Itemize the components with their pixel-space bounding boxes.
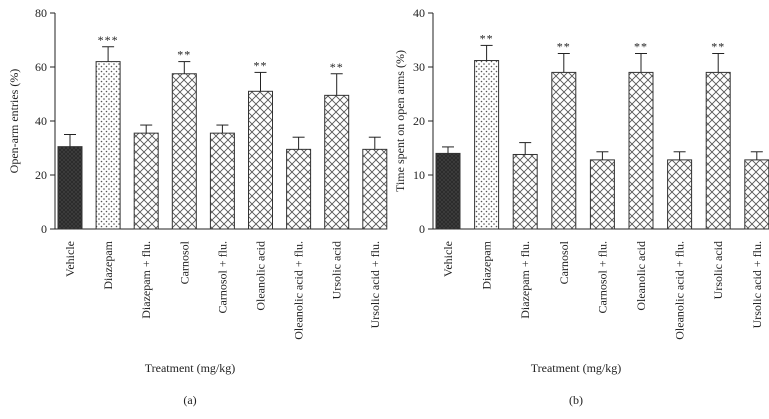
y-tick-label: 10 <box>413 168 425 182</box>
category-label: Ursolic acid <box>711 241 725 299</box>
category-label: Vehicle <box>63 241 77 277</box>
category-label: Ursolic acid <box>330 241 344 299</box>
y-tick-label: 0 <box>41 222 47 236</box>
bar <box>744 159 769 230</box>
bar <box>435 152 461 230</box>
x-axis-title: Treatment (mg/kg) <box>531 361 622 375</box>
bar <box>286 148 312 230</box>
category-label: Oleanolic acid <box>254 241 268 311</box>
category-label: Diazepam + flu. <box>139 241 153 319</box>
significance-label: ** <box>177 48 191 62</box>
category-label: Oleanolic acid + flu. <box>292 241 306 340</box>
y-tick-label: 40 <box>35 114 47 128</box>
bar <box>628 71 654 230</box>
panel-caption: (b) <box>569 393 583 407</box>
significance-label: ** <box>557 40 571 54</box>
category-label: Carnosol + flu. <box>215 241 229 313</box>
panel-caption: (a) <box>183 393 196 407</box>
bar <box>551 71 577 230</box>
bar <box>512 153 538 230</box>
bar <box>589 159 615 230</box>
category-label: Diazepam <box>101 240 115 289</box>
category-label: Carnosol <box>177 240 191 284</box>
x-axis-title: Treatment (mg/kg) <box>145 361 236 375</box>
y-axis-title: Time spent on open arms (%) <box>393 50 407 192</box>
significance-label: ** <box>480 31 494 45</box>
y-tick-label: 60 <box>35 60 47 74</box>
bar <box>133 132 159 230</box>
bar <box>324 94 350 230</box>
bar <box>667 159 693 230</box>
category-label: Vehicle <box>441 241 455 277</box>
bar <box>57 146 83 230</box>
category-label: Ursolic acid + flu. <box>368 241 382 328</box>
category-label: Carnosol + flu. <box>595 241 609 313</box>
y-axis-title: Open-arm entries (%) <box>7 69 21 174</box>
category-label: Oleanolic acid <box>634 241 648 311</box>
significance-label: ** <box>711 40 725 54</box>
bar <box>209 132 235 230</box>
panel-b: 0 10 20 30 40 Time spent on open arms (%) Vehi… <box>393 6 769 407</box>
category-label: Diazepam + flu. <box>518 241 532 319</box>
significance-label: *** <box>98 33 119 47</box>
significance-label: ** <box>634 40 648 54</box>
category-label: Diazepam <box>480 240 494 289</box>
significance-label: ** <box>330 60 344 74</box>
bar <box>474 60 500 230</box>
y-tick-label: 30 <box>413 60 425 74</box>
y-tick-label: 80 <box>35 6 47 20</box>
category-label: Oleanolic acid + flu. <box>673 241 687 340</box>
y-tick-label: 40 <box>413 6 425 20</box>
y-tick-label: 20 <box>35 168 47 182</box>
bar <box>705 71 731 230</box>
significance-label: ** <box>254 58 268 72</box>
bar <box>95 61 121 230</box>
bar <box>248 90 273 230</box>
category-label: Ursolic acid + flu. <box>750 241 764 328</box>
bar <box>362 148 388 230</box>
panel-a: 0 20 40 60 80 Open-arm entries (%) Vehicle *** D… <box>7 6 388 407</box>
bar <box>171 73 197 230</box>
y-tick-label: 20 <box>413 114 425 128</box>
y-tick-label: 0 <box>419 222 425 236</box>
category-label: Carnosol <box>557 240 571 284</box>
